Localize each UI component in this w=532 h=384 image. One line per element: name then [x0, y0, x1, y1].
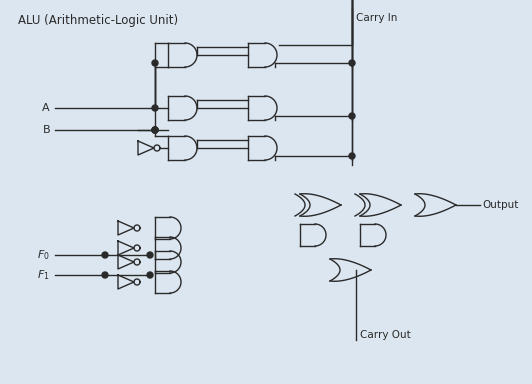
- Text: Carry In: Carry In: [356, 13, 397, 23]
- Text: Carry Out: Carry Out: [360, 330, 411, 340]
- Polygon shape: [152, 127, 158, 133]
- Polygon shape: [349, 153, 355, 159]
- Text: $F_0$: $F_0$: [37, 248, 50, 262]
- Text: Output: Output: [482, 200, 518, 210]
- Polygon shape: [147, 252, 153, 258]
- Polygon shape: [102, 272, 108, 278]
- Polygon shape: [152, 127, 158, 133]
- Polygon shape: [147, 272, 153, 278]
- Polygon shape: [102, 252, 108, 258]
- Polygon shape: [349, 60, 355, 66]
- Polygon shape: [349, 113, 355, 119]
- Text: ALU (Arithmetic-Logic Unit): ALU (Arithmetic-Logic Unit): [18, 14, 178, 27]
- Polygon shape: [152, 127, 158, 133]
- Text: A: A: [43, 103, 50, 113]
- Polygon shape: [152, 60, 158, 66]
- Polygon shape: [152, 105, 158, 111]
- Text: $F_1$: $F_1$: [37, 268, 50, 282]
- Text: B: B: [43, 125, 50, 135]
